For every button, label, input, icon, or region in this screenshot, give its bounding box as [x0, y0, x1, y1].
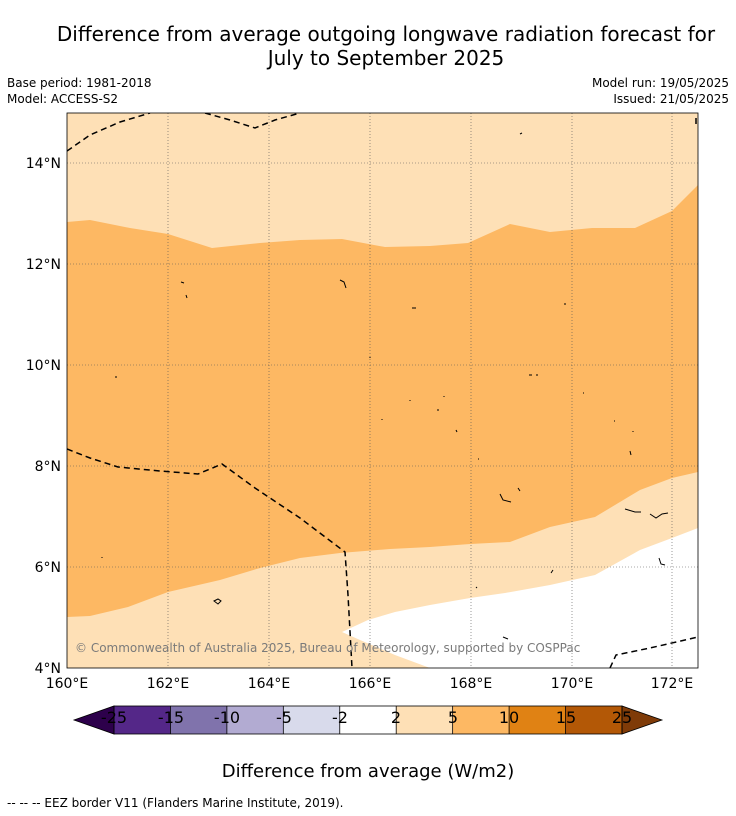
colorbar-segment — [283, 706, 341, 734]
colorbar-segment — [565, 706, 623, 734]
lon-label: 168°E — [450, 676, 493, 692]
colorbar-segment — [452, 706, 510, 734]
colorbar-tick-label: 10 — [498, 708, 520, 727]
colorbar-tick-label: -10 — [213, 708, 241, 727]
colorbar-segment — [226, 706, 284, 734]
map-title-line-1: Difference from average outgoing longwav… — [56, 22, 716, 46]
lon-label: 160°E — [46, 676, 89, 692]
lat-label: 4°N — [35, 661, 61, 677]
colorbar-tick-label: -15 — [157, 708, 185, 727]
colorbar-border — [113, 705, 623, 735]
colorbar-segment — [509, 706, 567, 734]
meta-right: Model run: 19/05/2025 Issued: 21/05/2025 — [592, 75, 729, 107]
colorbar-tick-label: -2 — [332, 708, 348, 727]
lon-label: 164°E — [248, 676, 291, 692]
map-plot-area — [67, 113, 698, 668]
latitude-labels: 14°N 12°N 10°N 8°N 6°N 4°N — [26, 156, 61, 677]
lat-label: 8°N — [35, 459, 61, 475]
model-run: Model run: 19/05/2025 — [591, 76, 729, 90]
colorbar-tick-label: 15 — [555, 708, 577, 727]
band-minus2-to-2 — [342, 528, 698, 668]
colorbar-tick-label: 25 — [611, 708, 633, 727]
colorbar-tick-label: -25 — [100, 708, 128, 727]
eez-legend-note: -- -- -- EEZ border V11 (Flanders Marine… — [7, 796, 344, 810]
islands — [101, 132, 669, 640]
colorbar-tick-label: -5 — [276, 708, 292, 727]
lat-label: 10°N — [26, 358, 61, 374]
base-period: Base period: 1981-2018 — [7, 76, 152, 90]
colorbar-tick-label: 2 — [390, 708, 402, 727]
colorbar-segment — [396, 706, 454, 734]
colorbar-segment — [170, 706, 228, 734]
lon-label: 166°E — [349, 676, 392, 692]
copyright-notice: © Commonwealth of Australia 2025, Bureau… — [75, 641, 581, 655]
map-title-line-2: July to September 2025 — [267, 46, 505, 70]
map-frame — [66, 112, 699, 669]
model-name: Model: ACCESS-S2 — [7, 92, 119, 106]
lat-label: 12°N — [26, 257, 61, 273]
band-5-to-10 — [67, 185, 698, 617]
lon-label: 170°E — [551, 676, 594, 692]
lat-label: 14°N — [26, 156, 61, 172]
meta-left: Base period: 1981-2018 Model: ACCESS-S2 — [7, 75, 152, 107]
lon-label: 162°E — [147, 676, 190, 692]
colorbar-segment — [339, 706, 397, 734]
longitude-labels: 160°E 162°E 164°E 166°E 168°E 170°E 172°… — [46, 676, 694, 692]
eez-borders — [67, 113, 698, 668]
colorbar-segment — [114, 706, 171, 734]
colorbar-tick-label: 5 — [447, 708, 459, 727]
lon-label: 172°E — [651, 676, 694, 692]
lat-label: 6°N — [35, 560, 61, 576]
issued-date: Issued: 21/05/2025 — [613, 92, 729, 106]
colorbar-title: Difference from average (W/m2) — [221, 761, 515, 782]
grid-lines — [67, 113, 698, 668]
colorbar — [72, 705, 664, 735]
